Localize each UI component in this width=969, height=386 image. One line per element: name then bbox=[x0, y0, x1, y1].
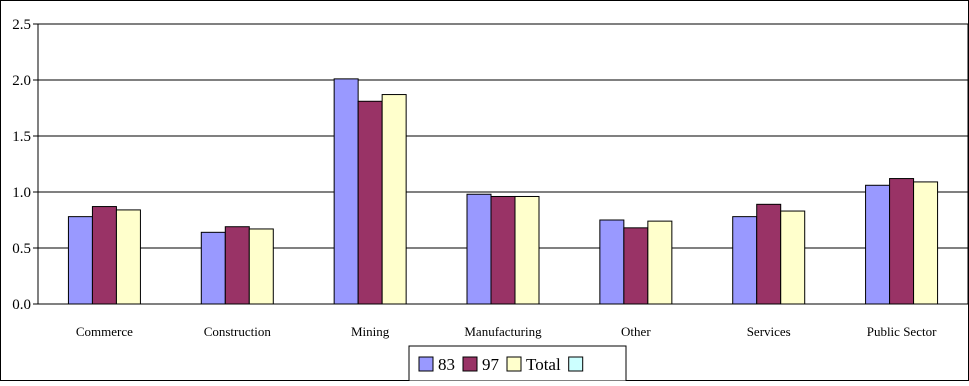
bar-total-other bbox=[647, 220, 673, 305]
bar-97-mining bbox=[357, 100, 383, 305]
y-axis-ticks: 0.0 0.5 1.0 1.5 2.0 2.5 bbox=[12, 17, 38, 313]
bar-83-services bbox=[732, 216, 758, 305]
legend-label: 83 bbox=[438, 355, 455, 374]
bar-total-public-sector bbox=[913, 181, 939, 305]
bar-total-mining bbox=[381, 94, 407, 305]
bar-total-manufacturing bbox=[514, 195, 540, 305]
x-category-label: Other bbox=[621, 324, 651, 339]
legend-swatch bbox=[506, 356, 522, 372]
x-category-label: Commerce bbox=[76, 324, 133, 339]
legend-swatch bbox=[418, 356, 434, 372]
plot-area-frame bbox=[37, 23, 969, 305]
bar-97-commerce bbox=[91, 206, 117, 305]
legend: 83 97 Total bbox=[408, 345, 627, 382]
x-category-label: Manufacturing bbox=[464, 324, 542, 339]
bar-83-manufacturing bbox=[466, 193, 492, 305]
x-category-label: Mining bbox=[351, 324, 390, 339]
y-tick-label: 2.0 bbox=[12, 73, 31, 89]
bar-97-services bbox=[756, 203, 782, 305]
legend-swatch bbox=[568, 356, 584, 372]
bar-83-commerce bbox=[67, 216, 93, 305]
x-category-label: Services bbox=[747, 324, 791, 339]
y-tick-label: 1.5 bbox=[12, 129, 31, 145]
bar-97-other bbox=[623, 227, 649, 305]
bar-83-other bbox=[599, 219, 625, 305]
x-category-label: Public Sector bbox=[867, 324, 937, 339]
bar-total-services bbox=[780, 210, 806, 305]
y-tick-label: 0.0 bbox=[12, 297, 31, 313]
x-axis-categories: Commerce Construction Mining Manufacturing O… bbox=[76, 324, 937, 339]
bar-97-public-sector bbox=[889, 178, 915, 305]
bar-83-mining bbox=[333, 78, 359, 305]
bar-total-construction bbox=[248, 228, 274, 305]
bar-total-commerce bbox=[115, 209, 141, 305]
bar-83-public-sector bbox=[865, 184, 891, 305]
bar-83-construction bbox=[200, 231, 226, 305]
legend-label: Total bbox=[526, 355, 561, 374]
y-tick-label: 1.0 bbox=[12, 185, 31, 201]
bar-97-manufacturing bbox=[490, 195, 516, 305]
legend-label: 97 bbox=[482, 355, 500, 374]
legend-swatch bbox=[462, 356, 478, 372]
x-category-label: Construction bbox=[204, 324, 272, 339]
y-tick-label: 0.5 bbox=[12, 241, 31, 257]
bars bbox=[67, 78, 939, 305]
bar-97-construction bbox=[224, 226, 250, 305]
y-tick-label: 2.5 bbox=[12, 17, 31, 33]
